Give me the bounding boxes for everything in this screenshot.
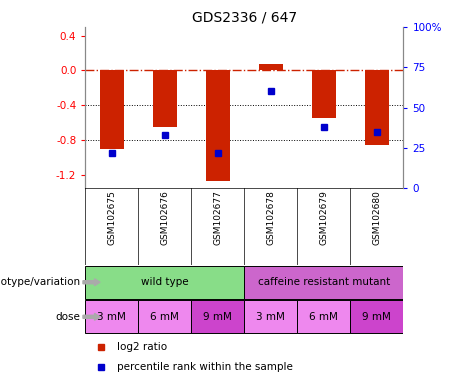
Text: GSM102679: GSM102679 <box>319 190 328 245</box>
Text: 3 mM: 3 mM <box>256 312 285 322</box>
Bar <box>312 71 336 118</box>
Title: GDS2336 / 647: GDS2336 / 647 <box>192 10 297 24</box>
Bar <box>85 266 244 299</box>
Text: 3 mM: 3 mM <box>97 312 126 322</box>
Bar <box>350 300 403 333</box>
Bar <box>206 71 230 181</box>
Bar <box>153 71 177 127</box>
Text: wild type: wild type <box>141 277 189 287</box>
Text: genotype/variation: genotype/variation <box>0 277 81 287</box>
Text: 9 mM: 9 mM <box>203 312 232 322</box>
Bar <box>244 300 297 333</box>
Text: 6 mM: 6 mM <box>309 312 338 322</box>
Text: GSM102678: GSM102678 <box>266 190 275 245</box>
Text: GSM102680: GSM102680 <box>372 190 381 245</box>
Bar <box>191 300 244 333</box>
Bar <box>244 266 403 299</box>
Text: GSM102677: GSM102677 <box>213 190 222 245</box>
Text: dose: dose <box>56 312 81 322</box>
Text: 6 mM: 6 mM <box>150 312 179 322</box>
Text: GSM102676: GSM102676 <box>160 190 169 245</box>
Text: 9 mM: 9 mM <box>362 312 391 322</box>
Text: percentile rank within the sample: percentile rank within the sample <box>117 362 293 372</box>
Bar <box>100 71 124 149</box>
Bar <box>138 300 191 333</box>
Text: log2 ratio: log2 ratio <box>117 342 167 352</box>
Bar <box>297 300 350 333</box>
Bar <box>85 300 138 333</box>
Bar <box>365 71 389 144</box>
Text: caffeine resistant mutant: caffeine resistant mutant <box>258 277 390 287</box>
Bar <box>259 65 283 71</box>
Text: GSM102675: GSM102675 <box>107 190 116 245</box>
